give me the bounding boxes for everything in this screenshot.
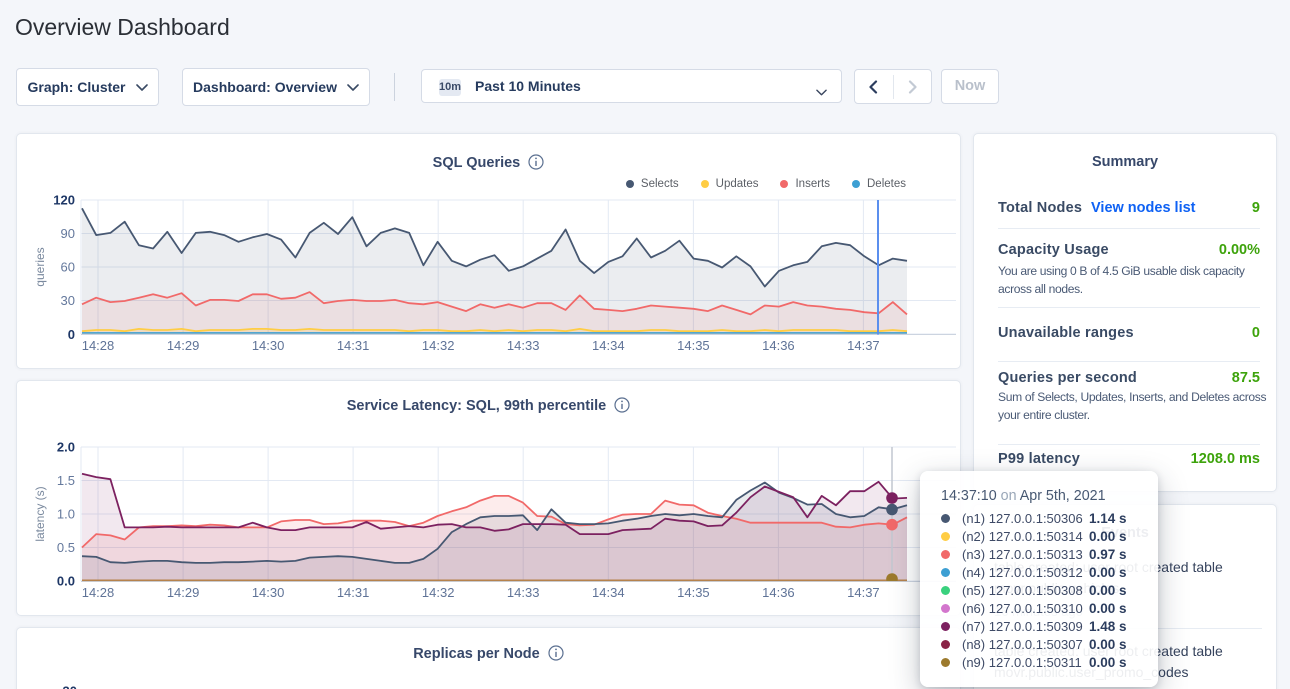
svg-text:14:28: 14:28 (82, 338, 115, 353)
svg-text:14:31: 14:31 (337, 585, 370, 600)
svg-text:queries: queries (33, 247, 47, 286)
svg-text:14:37: 14:37 (847, 585, 880, 600)
svg-text:0.5: 0.5 (57, 540, 75, 555)
svg-text:14:32: 14:32 (422, 338, 455, 353)
svg-text:14:28: 14:28 (82, 585, 115, 600)
svg-text:14:32: 14:32 (422, 585, 455, 600)
svg-text:14:33: 14:33 (507, 585, 540, 600)
svg-text:14:33: 14:33 (507, 338, 540, 353)
svg-text:60: 60 (61, 260, 75, 275)
svg-text:14:36: 14:36 (762, 585, 795, 600)
svg-text:30: 30 (61, 293, 75, 308)
svg-text:14:34: 14:34 (592, 338, 625, 353)
svg-text:1.5: 1.5 (57, 473, 75, 488)
svg-text:2.0: 2.0 (57, 440, 75, 455)
svg-text:14:34: 14:34 (592, 585, 625, 600)
svg-text:120: 120 (53, 193, 75, 208)
svg-text:14:29: 14:29 (167, 338, 200, 353)
svg-text:30: 30 (63, 684, 77, 689)
svg-text:latency (s): latency (s) (33, 486, 47, 541)
svg-text:14:30: 14:30 (252, 338, 285, 353)
svg-text:90: 90 (61, 226, 75, 241)
svg-text:14:35: 14:35 (677, 585, 710, 600)
svg-text:14:35: 14:35 (677, 338, 710, 353)
svg-text:14:29: 14:29 (167, 585, 200, 600)
svg-text:14:31: 14:31 (337, 338, 370, 353)
svg-text:1.0: 1.0 (57, 507, 75, 522)
svg-text:0.0: 0.0 (57, 574, 75, 589)
svg-text:14:30: 14:30 (252, 585, 285, 600)
svg-text:14:36: 14:36 (762, 338, 795, 353)
svg-text:14:37: 14:37 (847, 338, 880, 353)
svg-text:0: 0 (68, 327, 75, 342)
